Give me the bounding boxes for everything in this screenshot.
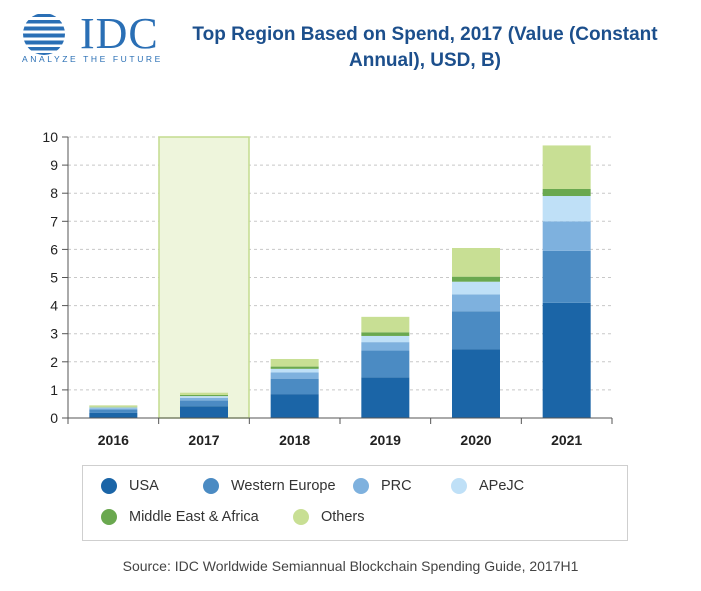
bar-segment [452,311,500,350]
legend-item: Western Europe [203,478,336,494]
legend-label: Middle East & Africa [129,509,259,525]
bar-segment [452,247,500,277]
bar-segment [542,250,591,303]
bar-segment [542,145,591,189]
x-tick-label: 2021 [551,432,582,448]
legend-swatch [101,478,117,494]
x-tick-label: 2020 [460,432,491,448]
bar-segment [542,221,591,251]
bar-segment [89,405,138,407]
bar-segment [270,358,319,367]
legend-item: APeJC [451,478,524,494]
bar-segment [361,335,410,343]
y-tick-label: 3 [50,326,58,342]
y-tick-label: 1 [50,382,58,398]
bar-segment [270,368,319,373]
bar-segment [270,394,319,418]
legend-swatch [203,478,219,494]
bar-segment [452,281,500,295]
legend-swatch [101,509,117,525]
bar-segment [180,400,228,407]
legend-swatch [451,478,467,494]
legend-label: APeJC [479,478,525,494]
idc-logo: IDC ANALYZE THE FUTURE [22,12,172,67]
bar-segment [270,372,319,379]
y-tick-label: 8 [50,185,58,201]
bar-segment [270,378,319,395]
bar-segment [361,377,410,418]
x-tick-label: 2019 [370,432,401,448]
y-tick-label: 4 [50,298,58,314]
legend-label: Western Europe [231,478,336,494]
bar-segment [270,366,319,369]
legend-swatch [353,478,369,494]
y-tick-label: 5 [50,270,58,286]
bar-segment [452,349,500,418]
logo-text: IDC [80,9,159,58]
y-tick-label: 0 [50,410,58,426]
x-tick-label: 2017 [188,432,219,448]
bar-segment [361,350,410,378]
legend-item: Middle East & Africa [101,509,259,525]
x-tick-label: 2016 [98,432,129,448]
legend: USA Western Europe PRC APeJC Middle East & A… [82,465,628,541]
chart-title: Top Region Based on Spend, 2017 (Value (… [192,24,658,71]
bar-segment [180,396,228,398]
y-tick-label: 9 [50,157,58,173]
bar-segment [542,302,591,418]
bar-segment [89,406,138,408]
legend-label: PRC [381,478,412,494]
bar-segment [180,397,228,401]
y-tick-label: 2 [50,354,58,370]
bar-segment [452,276,500,282]
bar-segment [452,294,500,312]
bar-segment [89,409,138,413]
legend-item: PRC [353,478,412,494]
chart-area: 0 1 2 3 4 5 6 7 8 9 10 2016 2017 2018 2019 2020 2021 [42,129,613,448]
source-note: Source: IDC Worldwide Semiannual Blockch… [122,558,579,574]
legend-swatch [293,509,309,525]
legend-item: Others [293,509,365,525]
legend-label: USA [129,478,159,494]
y-tick-label: 6 [50,241,58,257]
bar-segment [180,394,228,397]
bar-segment [180,392,228,395]
bar-segment [361,316,410,333]
highlight-band [158,136,250,419]
globe-icon [23,14,65,55]
y-tick-label: 10 [42,129,58,145]
bar-segment [89,408,138,410]
bar-segment [180,406,228,418]
x-tick-label: 2018 [279,432,310,448]
y-tick-label: 7 [50,213,58,229]
bar-segment [542,188,591,197]
bar-segment [89,412,138,418]
logo-tagline: ANALYZE THE FUTURE [22,54,163,64]
bar-segment [361,332,410,336]
legend-label: Others [321,509,365,525]
bar-segment [89,407,138,409]
legend-item: USA [101,478,159,494]
bar-segment [542,196,591,222]
bar-segment [361,342,410,351]
